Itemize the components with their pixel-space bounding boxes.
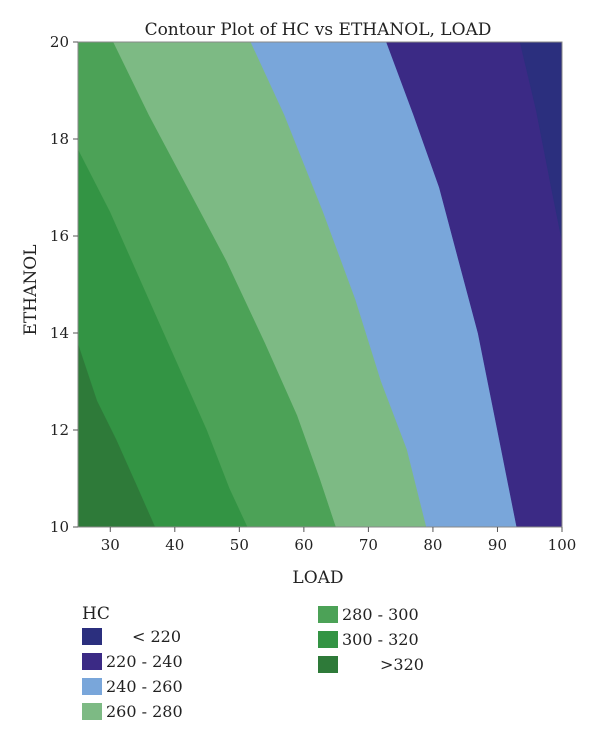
x-tick-label: 60 — [294, 536, 313, 554]
x-tick-label: 50 — [230, 536, 249, 554]
x-axis-label: LOAD — [292, 568, 343, 588]
y-tick-label: 18 — [50, 130, 69, 148]
x-tick-label: 80 — [423, 536, 442, 554]
axes: 30 40 50 60 70 80 90 100 10 12 14 16 18 20 — [50, 33, 576, 554]
y-tick-label: 12 — [50, 421, 69, 439]
chart-title: Contour Plot of HC vs ETHANOL, LOAD — [145, 20, 492, 40]
x-tick-label: 100 — [548, 536, 577, 554]
y-tick-label: 20 — [50, 33, 69, 51]
y-tick-label: 10 — [50, 518, 69, 536]
plot-area — [77, 41, 563, 528]
plot-frame — [77, 41, 563, 528]
legend-swatch — [82, 678, 102, 695]
x-tick-label: 30 — [101, 536, 120, 554]
legend-swatch — [82, 628, 102, 645]
legend-swatch — [82, 703, 102, 720]
legend-swatch — [318, 631, 338, 648]
y-tick-label: 14 — [50, 324, 69, 342]
legend-label: 220 - 240 — [106, 652, 183, 671]
x-tick-label: 40 — [165, 536, 184, 554]
legend-label: 240 - 260 — [106, 677, 183, 696]
legend-label: 300 - 320 — [342, 630, 419, 649]
x-tick-label: 90 — [488, 536, 507, 554]
legend-swatch — [318, 656, 338, 673]
legend-swatch — [318, 606, 338, 623]
legend-label: >320 — [380, 655, 424, 674]
x-tick-label: 70 — [359, 536, 378, 554]
legend-title: HC — [82, 604, 110, 624]
y-tick-label: 16 — [50, 227, 69, 245]
y-axis-label: ETHANOL — [21, 245, 41, 336]
legend-label: 260 - 280 — [106, 702, 183, 721]
legend-label: < 220 — [132, 627, 182, 646]
legend-label: 280 - 300 — [342, 605, 419, 624]
legend-swatch — [82, 653, 102, 670]
